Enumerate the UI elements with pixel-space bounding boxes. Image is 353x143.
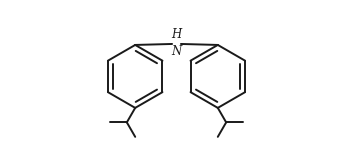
Text: N: N [171,45,182,58]
Text: H: H [171,27,182,40]
